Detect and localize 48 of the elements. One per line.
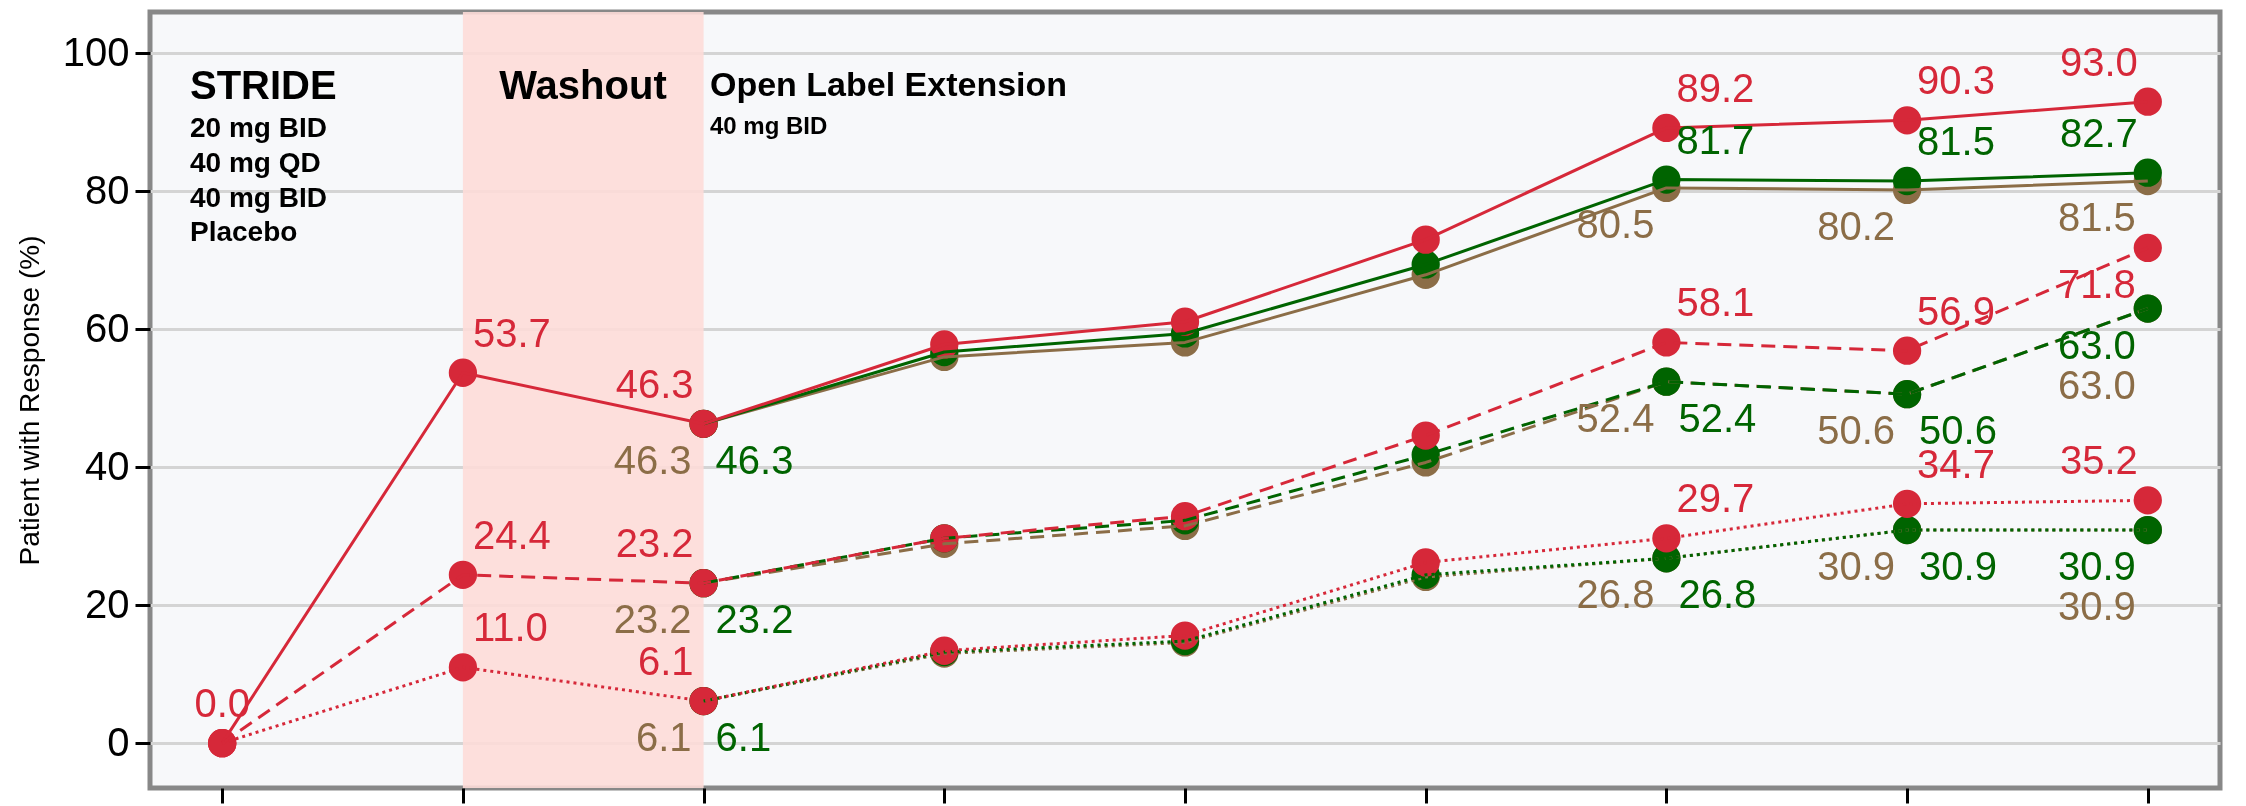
data-label: 26.8 — [1576, 572, 1655, 617]
data-label: 6.1 — [715, 715, 772, 760]
data-label: 81.5 — [1917, 119, 1995, 163]
data-label: 6.1 — [636, 715, 692, 760]
annotation: Placebo — [190, 216, 298, 247]
y-axis-title: Patient with Response (%) — [13, 235, 45, 566]
data-label: 81.5 — [2057, 195, 2136, 239]
y-tick-label: 0 — [107, 719, 130, 764]
data-label: 80.5 — [1576, 201, 1655, 246]
data-label: 93.0 — [2059, 39, 2138, 84]
data-label: 53.7 — [472, 310, 551, 355]
data-label: 46.3 — [715, 437, 794, 482]
annotation: STRIDE — [190, 63, 337, 107]
data-label: 81.7 — [1676, 117, 1755, 162]
annotation: 40 mg BID — [190, 182, 327, 213]
data-label: 90.3 — [1917, 58, 1995, 103]
data-label: 71.8 — [2057, 261, 2136, 306]
data-label: 89.2 — [1676, 65, 1755, 110]
annotation: 40 mg QD — [190, 147, 321, 178]
data-label: 35.2 — [2059, 438, 2138, 483]
data-label: 46.3 — [613, 437, 692, 482]
data-label: 52.4 — [1576, 395, 1655, 440]
data-label: 58.1 — [1676, 280, 1755, 325]
data-label: 29.7 — [1676, 476, 1755, 521]
data-label: 56.9 — [1917, 288, 1995, 333]
data-label: 30.9 — [1919, 544, 1997, 589]
annotation: Washout — [499, 63, 667, 107]
data-label: 23.2 — [615, 521, 694, 566]
data-label: 52.4 — [1678, 395, 1757, 440]
data-label: 82.7 — [2059, 110, 2138, 155]
y-tick-label: 100 — [62, 29, 130, 74]
data-label: 26.8 — [1678, 572, 1757, 617]
data-label: 23.2 — [613, 597, 692, 642]
data-label: 46.3 — [615, 361, 694, 406]
data-label: 50.6 — [1817, 408, 1896, 453]
annotation: 20 mg BID — [190, 112, 327, 143]
data-label: 80.2 — [1817, 203, 1896, 248]
data-label: 24.4 — [472, 512, 551, 557]
y-tick-label: 40 — [85, 443, 130, 488]
data-label: 11.0 — [472, 605, 548, 650]
data-label: 30.9 — [1817, 544, 1896, 589]
y-tick-label: 20 — [85, 581, 130, 626]
data-label: 23.2 — [715, 597, 794, 642]
y-tick-label: 60 — [85, 305, 130, 350]
annotation: 40 mg BID — [710, 112, 828, 139]
y-tick-label: 80 — [85, 167, 130, 212]
data-label: 6.1 — [638, 639, 694, 684]
annotation: Open Label Extension — [710, 65, 1068, 103]
